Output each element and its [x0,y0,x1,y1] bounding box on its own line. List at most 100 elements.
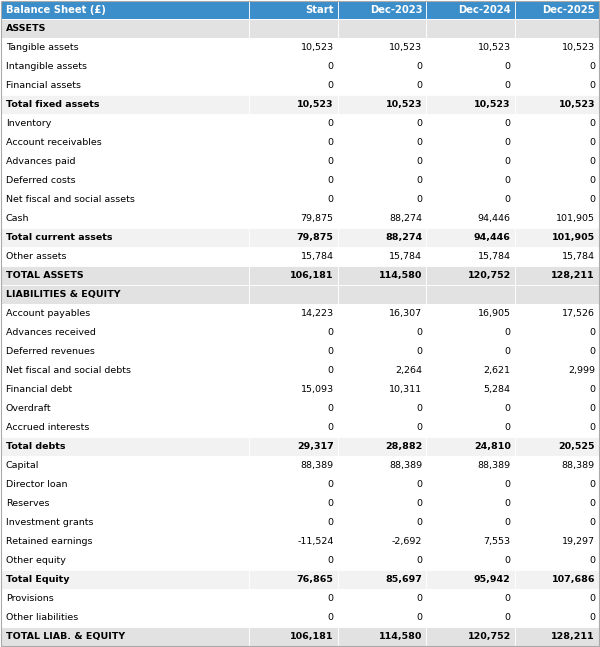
Bar [249,76,338,95]
Bar [249,19,338,38]
Bar [249,418,338,437]
Text: Balance Sheet (£): Balance Sheet (£) [6,5,106,15]
Text: 0: 0 [416,556,422,565]
Bar [426,76,515,95]
Text: Other assets: Other assets [6,252,67,261]
Text: 0: 0 [328,157,334,166]
Text: 0: 0 [328,176,334,185]
Bar [249,589,338,608]
Text: 0: 0 [416,138,422,147]
Bar [515,95,599,114]
Text: 0: 0 [416,81,422,90]
Bar [515,228,599,247]
Bar [426,209,515,228]
Text: 0: 0 [589,594,595,603]
Text: Retained earnings: Retained earnings [6,537,92,546]
Bar [426,57,515,76]
Bar [1,323,249,342]
Bar [1,266,249,285]
Text: 0: 0 [416,157,422,166]
Text: Total debts: Total debts [6,442,65,451]
Bar [515,247,599,266]
Bar [426,114,515,133]
Text: 114,580: 114,580 [379,271,422,280]
Bar [515,494,599,513]
Bar [249,228,338,247]
Bar [249,304,338,323]
Bar [338,247,426,266]
Bar [338,494,426,513]
Bar [426,133,515,152]
Text: 0: 0 [328,328,334,337]
Bar [515,152,599,171]
Text: 0: 0 [328,518,334,527]
Bar [426,361,515,380]
Bar [426,570,515,589]
Bar [426,342,515,361]
Bar [426,190,515,209]
Bar [1,95,249,114]
Text: Start: Start [305,5,334,15]
Bar [1,76,249,95]
Bar [1,418,249,437]
Bar [426,589,515,608]
Bar [249,95,338,114]
Text: 106,181: 106,181 [290,632,334,641]
Text: Advances paid: Advances paid [6,157,76,166]
Bar [338,114,426,133]
Bar [338,190,426,209]
Text: 0: 0 [328,499,334,508]
Bar [1,152,249,171]
Bar [426,19,515,38]
Bar [515,475,599,494]
Text: 15,784: 15,784 [478,252,511,261]
Text: 0: 0 [589,119,595,128]
Text: 88,274: 88,274 [385,233,422,242]
Text: 0: 0 [505,81,511,90]
Text: Dec-2024: Dec-2024 [458,5,511,15]
Text: 114,580: 114,580 [379,632,422,641]
Text: Capital: Capital [6,461,40,470]
Text: 10,523: 10,523 [562,43,595,52]
Text: 0: 0 [505,176,511,185]
Text: 0: 0 [328,556,334,565]
Bar [1,247,249,266]
Bar [338,380,426,399]
Bar [249,57,338,76]
Bar [338,133,426,152]
Text: 0: 0 [589,81,595,90]
Text: 120,752: 120,752 [467,271,511,280]
Text: Reserves: Reserves [6,499,49,508]
Bar [1,114,249,133]
Text: 10,523: 10,523 [474,100,511,109]
Text: 16,307: 16,307 [389,309,422,318]
Bar [1,361,249,380]
Bar [515,57,599,76]
Text: Dec-2025: Dec-2025 [542,5,595,15]
Bar [338,228,426,247]
Text: 0: 0 [505,138,511,147]
Bar [426,228,515,247]
Bar [1,456,249,475]
Bar [338,627,426,646]
Text: 0: 0 [589,480,595,489]
Bar [249,437,338,456]
Bar [1,475,249,494]
Text: 0: 0 [505,480,511,489]
Bar [515,551,599,570]
Bar [249,361,338,380]
Text: 5,284: 5,284 [484,385,511,394]
Bar [249,152,338,171]
Text: 10,523: 10,523 [478,43,511,52]
Bar [515,1,599,19]
Text: 0: 0 [328,423,334,432]
Text: 0: 0 [589,499,595,508]
Bar [1,589,249,608]
Text: 10,523: 10,523 [559,100,595,109]
Bar [338,95,426,114]
Bar [249,494,338,513]
Text: 10,523: 10,523 [389,43,422,52]
Text: Deferred costs: Deferred costs [6,176,76,185]
Text: 28,882: 28,882 [385,442,422,451]
Bar [1,1,249,19]
